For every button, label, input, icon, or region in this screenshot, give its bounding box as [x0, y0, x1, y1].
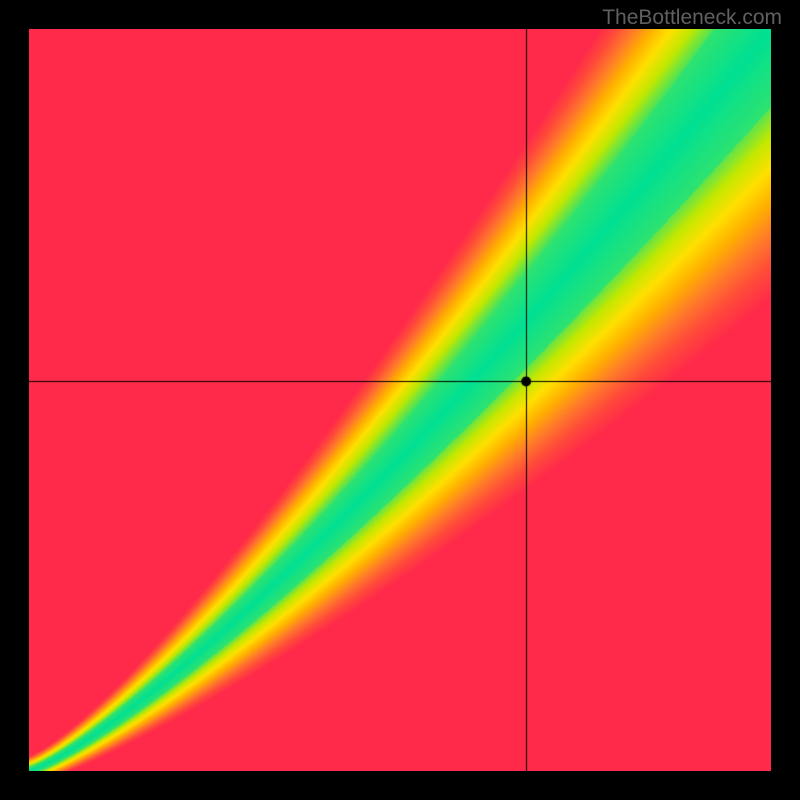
watermark-text: TheBottleneck.com	[602, 6, 782, 30]
bottleneck-heatmap	[29, 29, 771, 771]
chart-container: TheBottleneck.com	[0, 0, 800, 800]
